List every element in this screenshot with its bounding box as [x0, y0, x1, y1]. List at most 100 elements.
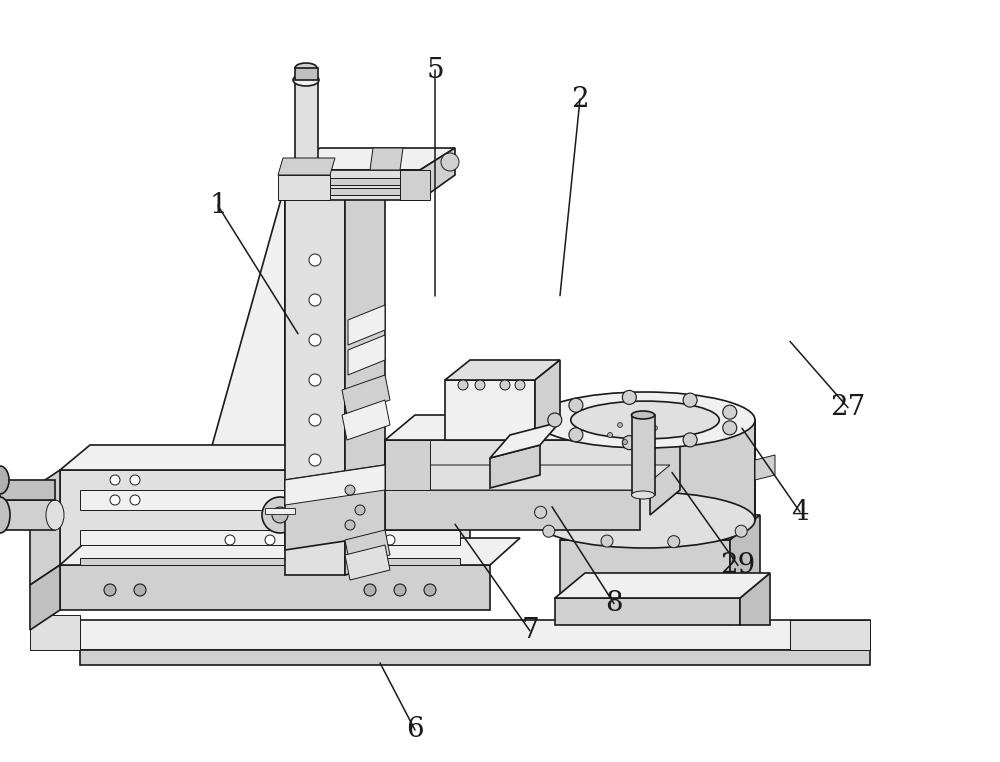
Polygon shape: [560, 515, 760, 540]
Polygon shape: [348, 305, 385, 345]
Circle shape: [515, 380, 525, 390]
Circle shape: [668, 536, 680, 548]
Polygon shape: [535, 360, 560, 440]
Circle shape: [569, 427, 583, 442]
Circle shape: [364, 584, 376, 596]
Polygon shape: [490, 445, 540, 488]
Circle shape: [309, 454, 321, 466]
Circle shape: [130, 475, 140, 485]
Text: 2: 2: [571, 85, 589, 113]
Polygon shape: [632, 415, 655, 495]
Circle shape: [535, 506, 547, 518]
Circle shape: [345, 535, 355, 545]
Circle shape: [272, 507, 288, 523]
Circle shape: [735, 525, 747, 537]
Ellipse shape: [535, 392, 755, 448]
Text: 27: 27: [830, 394, 866, 421]
Polygon shape: [290, 178, 415, 185]
Polygon shape: [370, 148, 403, 170]
Polygon shape: [285, 465, 385, 550]
Polygon shape: [790, 620, 870, 650]
Circle shape: [424, 584, 436, 596]
Text: 5: 5: [426, 56, 444, 84]
Circle shape: [309, 374, 321, 386]
Polygon shape: [385, 490, 640, 530]
Ellipse shape: [293, 74, 319, 86]
Circle shape: [622, 440, 628, 444]
Circle shape: [622, 390, 636, 405]
Ellipse shape: [46, 500, 64, 530]
Polygon shape: [80, 558, 460, 565]
Circle shape: [345, 520, 355, 530]
Polygon shape: [345, 545, 390, 580]
Polygon shape: [80, 620, 870, 650]
Polygon shape: [342, 375, 390, 415]
Polygon shape: [560, 540, 730, 600]
Polygon shape: [490, 422, 560, 458]
Circle shape: [648, 436, 652, 440]
Circle shape: [548, 413, 562, 427]
Polygon shape: [0, 480, 55, 500]
Ellipse shape: [295, 63, 317, 73]
Circle shape: [130, 495, 140, 505]
Polygon shape: [345, 530, 390, 565]
Ellipse shape: [632, 411, 654, 419]
Polygon shape: [80, 650, 870, 665]
Polygon shape: [385, 465, 670, 490]
Polygon shape: [345, 165, 385, 575]
Circle shape: [683, 393, 697, 407]
Polygon shape: [265, 508, 295, 514]
Polygon shape: [420, 148, 455, 200]
Circle shape: [225, 535, 235, 545]
Polygon shape: [650, 415, 680, 515]
Text: 8: 8: [605, 590, 623, 617]
Ellipse shape: [0, 466, 9, 494]
Circle shape: [385, 535, 395, 545]
Circle shape: [110, 495, 120, 505]
Circle shape: [622, 436, 636, 450]
Ellipse shape: [571, 401, 719, 439]
Polygon shape: [80, 530, 460, 545]
Text: 4: 4: [791, 498, 809, 526]
Polygon shape: [278, 158, 335, 175]
Polygon shape: [285, 185, 345, 575]
Circle shape: [683, 433, 697, 447]
Text: 6: 6: [406, 716, 424, 744]
Polygon shape: [285, 165, 385, 185]
Polygon shape: [295, 68, 318, 80]
Circle shape: [475, 380, 485, 390]
Polygon shape: [0, 500, 55, 530]
Circle shape: [104, 584, 116, 596]
Polygon shape: [285, 465, 385, 505]
Polygon shape: [342, 400, 390, 440]
Circle shape: [262, 497, 298, 533]
Polygon shape: [385, 440, 650, 490]
Ellipse shape: [0, 497, 10, 533]
Circle shape: [355, 505, 365, 515]
Ellipse shape: [535, 492, 755, 548]
Polygon shape: [295, 80, 318, 185]
Circle shape: [394, 584, 406, 596]
Circle shape: [652, 425, 658, 431]
Text: 7: 7: [521, 617, 539, 645]
Circle shape: [569, 399, 583, 412]
Circle shape: [134, 584, 146, 596]
Polygon shape: [30, 470, 60, 585]
Polygon shape: [60, 538, 520, 565]
Text: 1: 1: [209, 192, 227, 219]
Polygon shape: [70, 185, 285, 560]
Polygon shape: [290, 188, 415, 195]
Circle shape: [618, 422, 622, 427]
Circle shape: [608, 433, 612, 437]
Polygon shape: [445, 360, 560, 380]
Polygon shape: [60, 565, 490, 610]
Circle shape: [723, 405, 737, 419]
Ellipse shape: [632, 491, 654, 499]
Polygon shape: [30, 565, 60, 630]
Circle shape: [345, 485, 355, 495]
Circle shape: [110, 475, 120, 485]
Polygon shape: [285, 165, 325, 560]
Circle shape: [265, 535, 275, 545]
Polygon shape: [285, 148, 455, 170]
Circle shape: [601, 535, 613, 547]
